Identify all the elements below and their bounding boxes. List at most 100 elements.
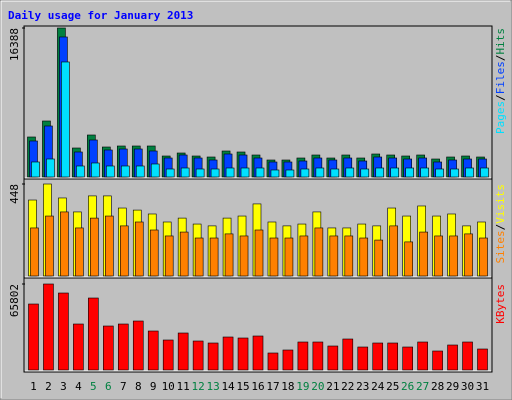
x-tick-label: 27 xyxy=(416,380,429,393)
bar xyxy=(360,168,370,178)
legend-entry: KBytes xyxy=(494,284,507,324)
bar xyxy=(58,292,69,371)
bar xyxy=(255,167,265,178)
x-tick-label: 4 xyxy=(75,380,82,393)
bar xyxy=(239,235,249,277)
bar xyxy=(462,341,473,371)
bar xyxy=(225,167,235,178)
y-tick-label: 448 xyxy=(8,184,21,204)
bar xyxy=(210,168,220,178)
bar xyxy=(284,237,294,277)
legend-entry: Hits xyxy=(494,28,507,55)
bar xyxy=(390,167,400,178)
bar xyxy=(312,341,324,371)
bar xyxy=(31,161,40,178)
bar xyxy=(28,303,39,371)
bar xyxy=(449,235,458,277)
bar xyxy=(60,211,69,277)
bar xyxy=(117,323,129,371)
bar xyxy=(329,235,339,277)
bar xyxy=(434,235,443,277)
bar xyxy=(359,237,369,277)
bar xyxy=(106,165,115,178)
bar xyxy=(465,167,474,178)
bar xyxy=(405,167,414,178)
x-tick-label: 11 xyxy=(177,380,190,393)
bar xyxy=(90,217,99,277)
legend-entry: Sites xyxy=(494,230,507,263)
bar xyxy=(132,320,144,371)
legend-entry: Pages xyxy=(494,101,507,134)
bar xyxy=(375,167,385,178)
bar xyxy=(177,332,189,371)
bar xyxy=(314,227,324,277)
bar xyxy=(162,339,174,371)
x-tick-label: 5 xyxy=(90,380,97,393)
legend: Sites/Visits xyxy=(494,184,507,264)
bar xyxy=(480,167,489,178)
x-tick-label: 6 xyxy=(105,380,112,393)
x-tick-label: 16 xyxy=(251,380,264,393)
bar xyxy=(179,231,189,277)
bar xyxy=(149,229,159,277)
x-tick-label: 10 xyxy=(162,380,175,393)
y-tick-label: 65802 xyxy=(8,284,21,317)
bar xyxy=(45,215,54,277)
bar xyxy=(192,340,204,371)
bar xyxy=(432,350,443,371)
bar xyxy=(374,239,384,277)
bar xyxy=(195,168,205,178)
bar xyxy=(194,237,204,277)
x-tick-label: 19 xyxy=(296,380,309,393)
x-tick-label: 2 xyxy=(45,380,52,393)
bar xyxy=(180,167,190,178)
bar xyxy=(222,336,234,371)
bar xyxy=(479,237,488,277)
bar xyxy=(342,338,354,371)
legend-entry: Visits xyxy=(494,184,507,224)
x-tick-label: 18 xyxy=(281,380,294,393)
bar xyxy=(282,349,294,371)
bar xyxy=(75,227,84,277)
bar xyxy=(387,342,399,371)
panel-frame xyxy=(23,277,493,373)
x-tick-label: 3 xyxy=(60,380,67,393)
bar xyxy=(269,237,279,277)
bar xyxy=(240,167,250,178)
x-tick-label: 8 xyxy=(135,380,142,393)
bar xyxy=(357,346,369,371)
bar xyxy=(330,168,340,178)
bar xyxy=(207,342,219,371)
bar xyxy=(420,167,429,178)
bar xyxy=(299,235,309,277)
bar xyxy=(46,158,55,178)
bar xyxy=(76,165,85,178)
bar xyxy=(237,337,249,371)
bar xyxy=(315,167,325,178)
bar xyxy=(417,341,428,371)
x-tick-label: 9 xyxy=(150,380,157,393)
legend: KBytes xyxy=(494,284,507,324)
x-tick-label: 23 xyxy=(356,380,369,393)
bar xyxy=(345,167,355,178)
legend-separator: / xyxy=(494,94,507,101)
bar xyxy=(147,330,159,371)
bar xyxy=(43,283,54,371)
legend-separator: / xyxy=(494,224,507,231)
bar xyxy=(164,235,174,277)
bar xyxy=(404,241,413,277)
bar xyxy=(327,345,339,371)
bar xyxy=(61,61,70,178)
x-tick-label: 20 xyxy=(311,380,324,393)
x-tick-label: 7 xyxy=(120,380,127,393)
bar xyxy=(30,227,39,277)
x-tick-label: 30 xyxy=(461,380,474,393)
legend: Pages/Files/Hits xyxy=(494,28,507,134)
x-tick-label: 31 xyxy=(476,380,489,393)
bar xyxy=(134,221,144,277)
x-tick-label: 12 xyxy=(192,380,205,393)
bar xyxy=(105,215,114,277)
bar xyxy=(372,342,384,371)
